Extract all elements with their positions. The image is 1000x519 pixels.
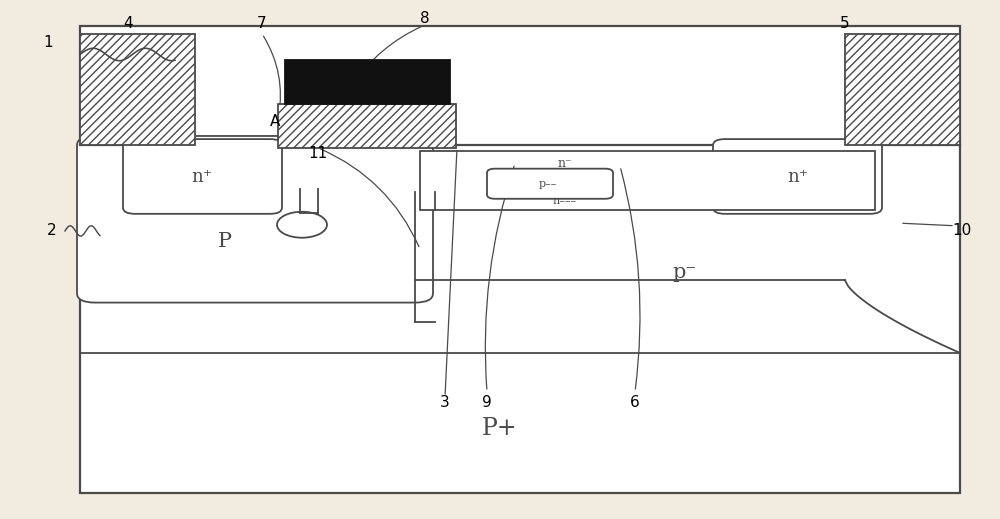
Text: p⁻: p⁻ xyxy=(673,263,697,282)
Text: n⁺: n⁺ xyxy=(191,169,213,186)
Text: n⁺: n⁺ xyxy=(787,169,809,186)
Bar xyxy=(80,26,960,493)
FancyBboxPatch shape xyxy=(123,139,282,214)
Bar xyxy=(420,151,875,210)
Text: 7: 7 xyxy=(257,16,267,31)
Text: p––: p–– xyxy=(539,179,557,189)
FancyBboxPatch shape xyxy=(713,139,882,214)
Text: 1: 1 xyxy=(43,35,53,50)
Text: 11: 11 xyxy=(308,146,328,160)
Bar xyxy=(845,34,960,145)
Text: 5: 5 xyxy=(840,16,850,31)
Text: n⁻: n⁻ xyxy=(558,157,572,170)
Text: 8: 8 xyxy=(420,11,430,25)
Text: 6: 6 xyxy=(630,395,640,409)
Text: A: A xyxy=(270,115,280,129)
Text: 4: 4 xyxy=(123,16,133,31)
Text: n–––: n––– xyxy=(553,196,577,206)
Text: P+: P+ xyxy=(482,417,518,440)
Text: P: P xyxy=(218,232,232,251)
Text: 9: 9 xyxy=(482,395,492,409)
Bar xyxy=(278,104,456,148)
FancyBboxPatch shape xyxy=(487,169,613,199)
Text: 2: 2 xyxy=(47,224,57,238)
Text: 10: 10 xyxy=(952,224,972,238)
FancyBboxPatch shape xyxy=(77,136,433,303)
Bar xyxy=(80,34,195,145)
Text: 3: 3 xyxy=(440,395,450,409)
Bar xyxy=(285,60,450,104)
